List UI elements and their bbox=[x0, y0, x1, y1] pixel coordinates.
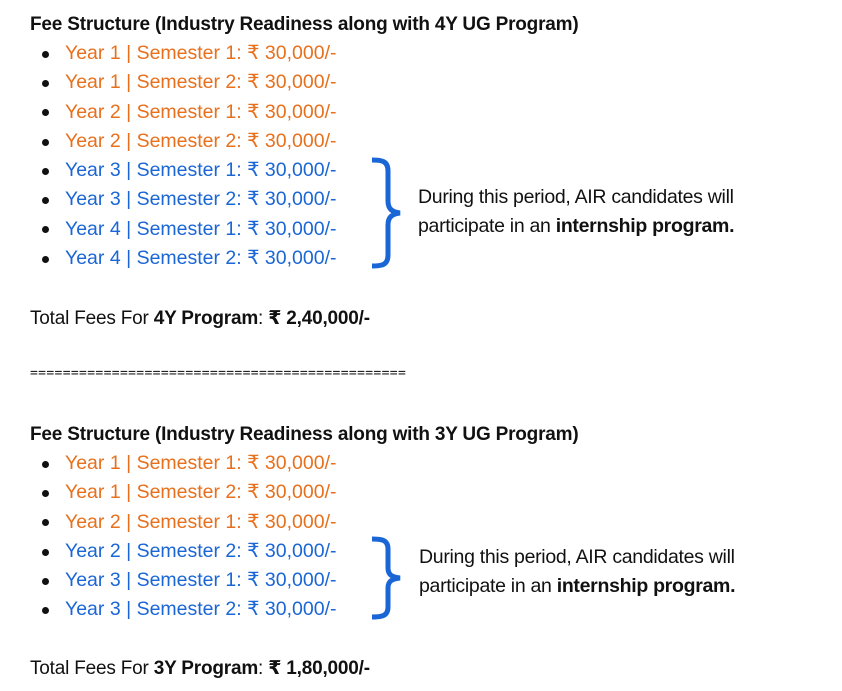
fee-list-4y: Year 1 | Semester 1: ₹ 30,000/- Year 1 |… bbox=[30, 39, 810, 273]
bullet-dot-icon bbox=[42, 519, 49, 527]
internship-note-4y: During this period, AIR candidates will … bbox=[418, 186, 735, 237]
list-item: Year 1 | Semester 2: ₹ 30,000/- bbox=[30, 478, 810, 507]
total-fees-3y: Total Fees For 3Y Program: ₹ 1,80,000/- bbox=[30, 658, 370, 679]
bullet-dot-icon bbox=[42, 607, 49, 615]
total-fees-4y: Total Fees For 4Y Program: ₹ 2,40,000/- bbox=[30, 308, 370, 329]
right-curly-brace-icon bbox=[368, 536, 408, 620]
section-title-3y: Fee Structure (Industry Readiness along … bbox=[30, 424, 579, 445]
bullet-dot-icon bbox=[42, 79, 49, 87]
bullet-dot-icon bbox=[42, 548, 49, 556]
list-item: Year 3 | Semester 1: ₹ 30,000/- bbox=[30, 566, 810, 595]
bullet-dot-icon bbox=[42, 226, 49, 234]
list-item: Year 1 | Semester 1: ₹ 30,000/- bbox=[30, 449, 810, 478]
list-item: Year 4 | Semester 2: ₹ 30,000/- bbox=[30, 244, 810, 273]
bullet-dot-icon bbox=[42, 577, 49, 585]
bullet-dot-icon bbox=[42, 109, 49, 117]
bullet-dot-icon bbox=[42, 255, 49, 263]
list-item: Year 3 | Semester 2: ₹ 30,000/- bbox=[30, 185, 810, 214]
section-title-4y: Fee Structure (Industry Readiness along … bbox=[30, 14, 579, 35]
bullet-dot-icon bbox=[42, 138, 49, 146]
list-item: Year 2 | Semester 2: ₹ 30,000/- bbox=[30, 537, 810, 566]
list-item: Year 2 | Semester 1: ₹ 30,000/- bbox=[30, 508, 810, 537]
bullet-dot-icon bbox=[42, 460, 49, 468]
fee-section-4y: Fee Structure (Industry Readiness along … bbox=[30, 13, 810, 273]
list-item: Year 2 | Semester 1: ₹ 30,000/- bbox=[30, 98, 810, 127]
fee-section-3y: Fee Structure (Industry Readiness along … bbox=[30, 423, 810, 625]
list-item: Year 4 | Semester 1: ₹ 30,000/- bbox=[30, 215, 810, 244]
list-item: Year 3 | Semester 1: ₹ 30,000/- bbox=[30, 156, 810, 185]
internship-note-3y: During this period, AIR candidates will … bbox=[419, 546, 736, 597]
bullet-dot-icon bbox=[42, 50, 49, 58]
list-item: Year 1 | Semester 2: ₹ 30,000/- bbox=[30, 68, 810, 97]
bullet-dot-icon bbox=[42, 197, 49, 205]
list-item: Year 1 | Semester 1: ₹ 30,000/- bbox=[30, 39, 810, 68]
bullet-dot-icon bbox=[42, 489, 49, 497]
bullet-dot-icon bbox=[42, 167, 49, 175]
fee-list-3y: Year 1 | Semester 1: ₹ 30,000/- Year 1 |… bbox=[30, 449, 810, 625]
list-item: Year 3 | Semester 2: ₹ 30,000/- bbox=[30, 595, 810, 624]
right-curly-brace-icon bbox=[368, 157, 408, 269]
list-item: Year 2 | Semester 2: ₹ 30,000/- bbox=[30, 127, 810, 156]
section-divider: ========================================… bbox=[30, 366, 407, 381]
